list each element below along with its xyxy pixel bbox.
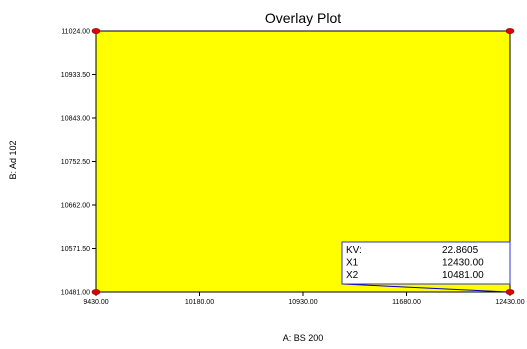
design-point [91,289,101,295]
flag-row-value: 10481.00 [442,270,484,281]
y-tick-label: 10571.50 [61,246,90,253]
y-tick-label: 10752.50 [61,159,90,166]
y-axis: 10481.00 10571.50 10662.00 10752.50 10843.00… [61,29,96,297]
design-point [505,289,515,295]
x-tick-label: 9430.00 [83,299,108,306]
x-axis-label: A: BS 200 [283,333,324,343]
flag-row-label: X1 [346,258,359,269]
flag-leader [341,283,511,293]
y-tick-label: 10481.00 [61,290,90,297]
y-tick-label: 10662.00 [61,203,90,210]
flag-box [341,241,511,285]
y-axis-label: B: Ad 102 [8,140,18,179]
x-tick-label: 11680.00 [392,299,421,306]
design-point [505,28,515,34]
x-tick-label: 10180.00 [185,299,214,306]
chart-title: Overlay Plot [265,10,341,26]
y-tick-label: 11024.00 [61,29,90,36]
flag-row-label: X2 [346,270,359,281]
flag-row-label: KV: [346,245,362,256]
point-flag: KV: 22.8605 X1 12430.00 X2 10481.00 [341,241,511,293]
y-tick-label: 10933.50 [61,72,90,79]
design-points [91,28,515,295]
x-tick-label: 10930.00 [288,299,317,306]
flag-row-value: 12430.00 [442,258,484,269]
x-axis: 9430.00 10180.00 10930.00 11680.00 12430.00 [83,292,525,306]
x-tick-label: 12430.00 [495,299,524,306]
design-point [91,28,101,34]
flag-row-value: 22.8605 [442,245,479,256]
y-tick-label: 10843.00 [61,116,90,123]
